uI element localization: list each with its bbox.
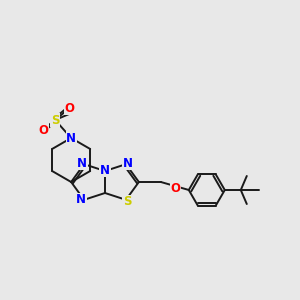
Text: N: N	[66, 131, 76, 145]
Text: O: O	[38, 124, 48, 136]
Text: O: O	[64, 101, 74, 115]
Text: S: S	[123, 195, 131, 208]
Text: N: N	[100, 164, 110, 176]
Text: N: N	[123, 157, 133, 170]
Text: O: O	[171, 182, 181, 194]
Text: N: N	[77, 157, 87, 170]
Text: N: N	[76, 193, 86, 206]
Text: S: S	[51, 113, 59, 127]
